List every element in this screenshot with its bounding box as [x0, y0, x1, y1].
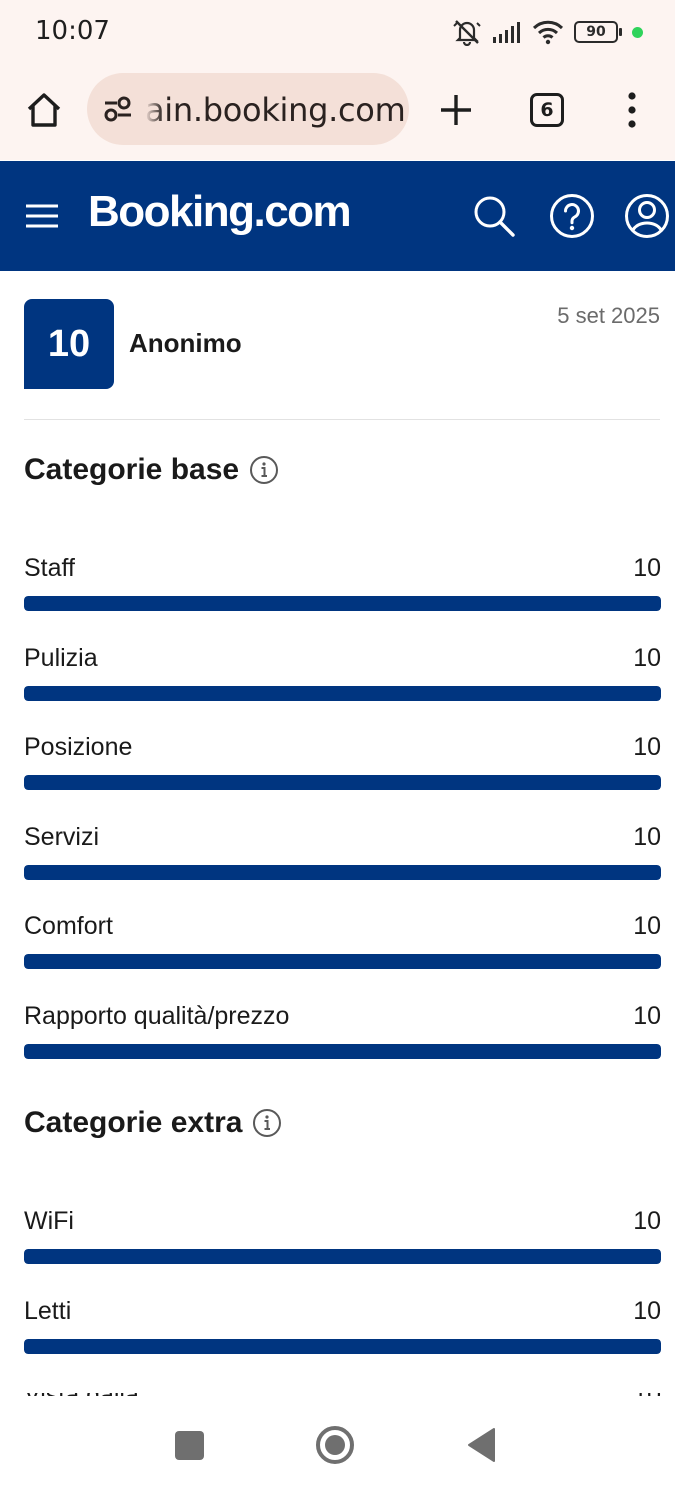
- browser-toolbar: ain.booking.com 6: [0, 62, 675, 160]
- url-text[interactable]: ain.booking.com: [145, 91, 406, 129]
- category-row: Comfort 10: [24, 912, 661, 974]
- battery-icon: 90: [574, 21, 622, 43]
- bell-off-icon: [453, 20, 481, 46]
- category-bar-fill: [24, 1044, 661, 1059]
- category-row: Letti 10: [24, 1297, 661, 1359]
- category-bar-fill: [24, 864, 661, 880]
- category-row: WiFi 10: [24, 1207, 661, 1269]
- category-label: Rapporto qualità/prezzo: [24, 1002, 290, 1030]
- plus-icon[interactable]: [436, 90, 476, 130]
- section-title-text: Categorie extra: [24, 1106, 243, 1139]
- status-bar: 10:07 90: [0, 0, 675, 62]
- reviewer-name: Anonimo: [129, 328, 242, 358]
- status-icons: 90: [452, 16, 643, 48]
- help-icon[interactable]: [549, 193, 595, 239]
- wifi-icon: [532, 20, 564, 45]
- category-bar-fill: [24, 596, 661, 611]
- tabs-icon[interactable]: 6: [530, 93, 564, 127]
- category-bar-track: [24, 775, 661, 791]
- category-value: 10: [633, 733, 661, 762]
- site-header: Booking.com: [0, 161, 675, 271]
- home-icon[interactable]: [24, 90, 64, 130]
- category-bar-track: [24, 685, 661, 701]
- category-label: Comfort: [24, 912, 113, 941]
- category-value: 10: [633, 643, 661, 672]
- home-circle-icon[interactable]: [315, 1425, 355, 1465]
- category-bar-fill: [24, 1338, 661, 1354]
- category-row: Rapporto qualità/prezzo 10: [24, 1002, 661, 1064]
- status-time: 10:07: [35, 16, 110, 46]
- category-value: 10: [633, 1207, 661, 1235]
- category-bar-fill: [24, 685, 661, 701]
- menu-icon[interactable]: [25, 203, 59, 229]
- category-row: Servizi 10: [24, 823, 661, 885]
- section-title-base: Categorie base: [24, 453, 279, 487]
- category-label: Letti: [24, 1296, 72, 1325]
- search-icon[interactable]: [472, 194, 516, 238]
- category-bar-fill: [24, 1249, 661, 1264]
- info-icon[interactable]: [249, 455, 279, 485]
- category-bar-track: [24, 596, 661, 611]
- section-title-extra: Categorie extra: [24, 1106, 282, 1140]
- privacy-dot-icon: [632, 26, 643, 38]
- system-nav-bar: [0, 1396, 675, 1500]
- account-icon[interactable]: [624, 193, 670, 239]
- category-bar-fill: [24, 954, 661, 970]
- category-value: 10: [633, 822, 661, 851]
- category-value: 10: [633, 554, 661, 582]
- info-icon[interactable]: [252, 1108, 282, 1138]
- category-bar-track: [24, 954, 661, 970]
- category-value: 10: [633, 1002, 661, 1030]
- category-bar-track: [24, 1338, 661, 1354]
- category-value: 10: [633, 912, 661, 941]
- section-title-text: Categorie base: [24, 453, 240, 486]
- category-bar-track: [24, 864, 661, 880]
- category-row: Pulizia 10: [24, 644, 661, 706]
- category-bar-track: [24, 1044, 661, 1059]
- score-badge: 10: [24, 299, 114, 389]
- category-value: 10: [633, 1296, 661, 1325]
- category-label: WiFi: [24, 1207, 74, 1235]
- category-label: Servizi: [24, 822, 100, 851]
- back-icon[interactable]: [466, 1427, 496, 1463]
- address-bar[interactable]: ain.booking.com: [87, 73, 409, 145]
- category-label: Posizione: [24, 733, 133, 762]
- divider: [24, 419, 660, 420]
- tune-icon[interactable]: [103, 95, 133, 123]
- category-label: Pulizia: [24, 643, 98, 672]
- more-vert-icon[interactable]: [622, 90, 642, 130]
- category-label: Staff: [24, 554, 75, 582]
- category-row: Posizione 10: [24, 733, 661, 795]
- booking-logo[interactable]: Booking.com: [88, 187, 352, 236]
- recents-icon[interactable]: [175, 1431, 204, 1460]
- review-date: 5 set 2025: [557, 303, 660, 328]
- category-bar-track: [24, 1249, 661, 1264]
- signal-icon: [493, 22, 520, 43]
- category-row: Staff 10: [24, 554, 661, 616]
- category-bar-fill: [24, 775, 661, 791]
